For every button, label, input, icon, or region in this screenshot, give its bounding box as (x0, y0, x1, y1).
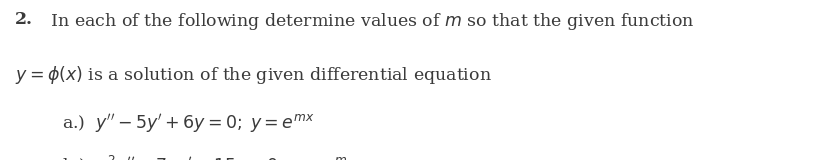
Text: $y = \phi(x)$ is a solution of the given differential equation: $y = \phi(x)$ is a solution of the given… (15, 64, 491, 86)
Text: a.)  $y'' - 5y' + 6y = 0;\; y = e^{mx}$: a.) $y'' - 5y' + 6y = 0;\; y = e^{mx}$ (62, 112, 314, 135)
Text: 2.: 2. (15, 11, 33, 28)
Text: In each of the following determine values of $m$ so that the given function: In each of the following determine value… (45, 11, 695, 32)
Text: b.)  $x^2y'' - 7xy' + 15y = 0;\; y = x^m$: b.) $x^2y'' - 7xy' + 15y = 0;\; y = x^m$ (62, 154, 347, 160)
